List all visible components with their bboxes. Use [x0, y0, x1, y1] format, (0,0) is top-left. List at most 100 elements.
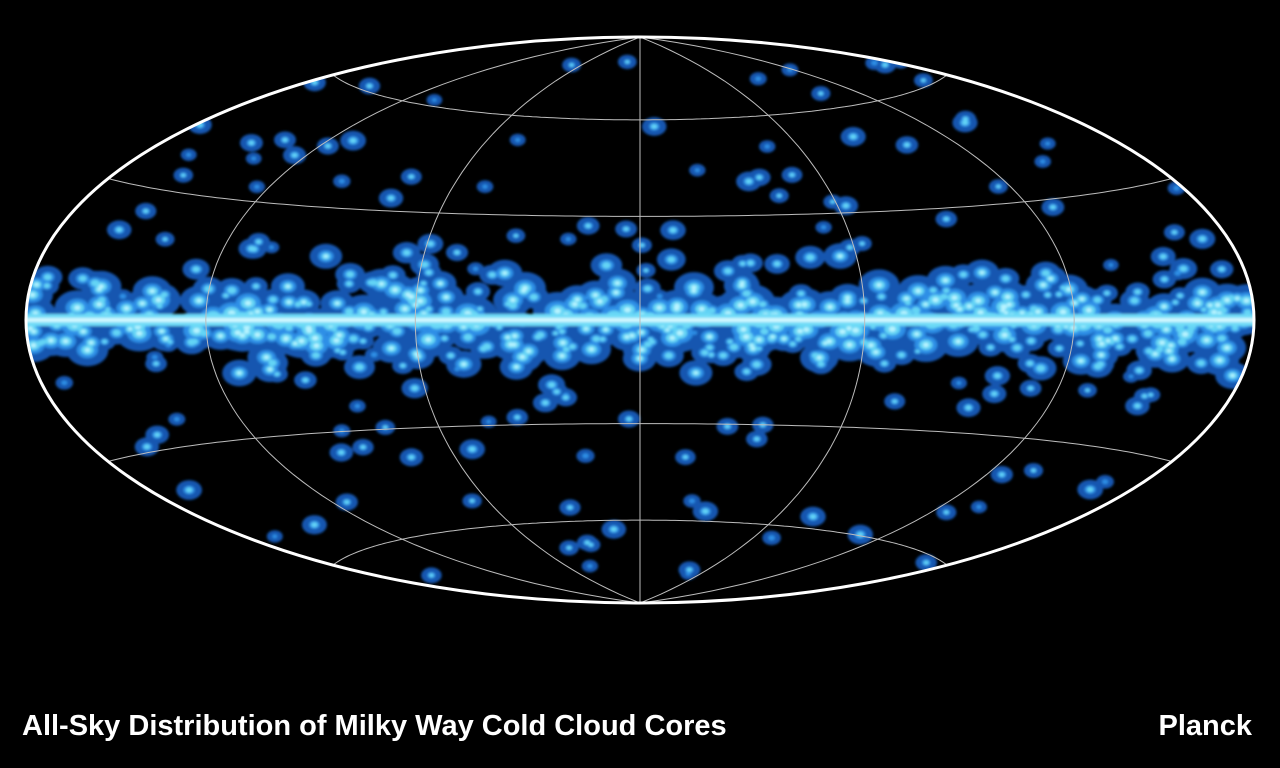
cloud-core: [285, 284, 290, 288]
cloud-core: [1174, 270, 1181, 276]
cloud-core: [354, 404, 361, 409]
cloud-core: [285, 324, 293, 331]
cloud-core: [151, 355, 158, 360]
cloud-core: [1143, 330, 1153, 337]
cloud-core: [349, 138, 357, 144]
cloud-core: [683, 455, 688, 459]
cloud-core: [795, 336, 802, 342]
cloud-core: [745, 179, 752, 184]
cloud-core: [1130, 297, 1139, 304]
cloud-core: [882, 62, 888, 67]
cloud-core: [624, 307, 631, 313]
cloud-core: [1116, 344, 1123, 349]
cloud-core: [1045, 292, 1051, 297]
cloud-core: [592, 336, 600, 342]
cloud-core: [1175, 325, 1184, 332]
cloud-core: [847, 245, 853, 250]
cloud-core: [1197, 360, 1205, 366]
cloud-core: [1041, 283, 1046, 287]
cloud-core: [313, 343, 320, 349]
cloud-core: [589, 347, 594, 352]
cloud-core: [816, 355, 822, 360]
cloud-core: [185, 487, 193, 493]
cloud-core: [960, 271, 967, 278]
cloud-core: [323, 254, 328, 258]
cloud-core: [1045, 141, 1051, 146]
cloud-core: [827, 304, 833, 309]
cloud-core: [1163, 327, 1169, 332]
cloud-core: [274, 372, 280, 376]
cloud-core: [360, 339, 366, 343]
cloud-core: [915, 349, 920, 353]
cloud-core: [977, 310, 984, 315]
cloud-core: [961, 120, 969, 126]
cloud-core: [432, 98, 437, 102]
cloud-core: [698, 306, 705, 312]
cloud-core: [1004, 311, 1008, 315]
cloud-core: [750, 346, 756, 351]
cloud-core: [1078, 359, 1084, 363]
cloud-core: [447, 353, 454, 358]
cloud-core: [427, 241, 434, 247]
cloud-core: [89, 341, 94, 345]
cloud-core: [542, 400, 549, 406]
cloud-core: [346, 271, 354, 278]
cloud-core: [603, 328, 608, 331]
cloud-core: [613, 290, 619, 295]
cloud-core: [282, 137, 288, 142]
cloud-core: [505, 301, 511, 307]
cloud-core: [702, 508, 709, 514]
cloud-core: [1194, 297, 1201, 303]
cloud-core: [444, 295, 449, 299]
cloud-core: [123, 306, 130, 311]
cloud-core: [584, 327, 589, 331]
cloud-core: [360, 445, 366, 450]
cloud-core: [915, 288, 921, 293]
cloud-core: [842, 203, 849, 208]
cloud-core: [349, 335, 358, 342]
cloud-core: [97, 287, 102, 291]
cloud-core: [742, 290, 751, 297]
cloud-core: [470, 499, 475, 503]
cloud-core: [61, 380, 68, 386]
cloud-core: [691, 289, 696, 293]
cloud-core: [1231, 325, 1239, 331]
cloud-core: [268, 359, 277, 367]
cloud-core: [898, 352, 905, 358]
cloud-core: [1113, 336, 1118, 341]
cloud-core: [163, 237, 168, 241]
cloud-core: [264, 355, 269, 360]
cloud-core: [706, 345, 713, 350]
cloud-core: [1035, 309, 1041, 314]
cloud-core: [1161, 277, 1168, 282]
cloud-core: [335, 348, 341, 353]
cloud-core: [383, 425, 388, 429]
cloud-core: [1199, 236, 1206, 242]
cloud-core: [81, 329, 86, 334]
cloud-core: [306, 301, 312, 306]
cloud-core: [338, 178, 345, 184]
cloud-core: [43, 283, 50, 289]
cloud-core: [754, 437, 760, 441]
cloud-core: [1087, 487, 1094, 492]
cloud-core: [987, 345, 994, 350]
cloud-core: [694, 168, 700, 173]
cloud-core: [505, 335, 510, 339]
cloud-core: [1211, 310, 1217, 315]
cloud-core: [756, 346, 762, 351]
cloud-core: [1006, 302, 1012, 307]
cloud-core: [809, 514, 817, 520]
cloud-core: [623, 227, 629, 231]
cloud-core: [438, 282, 443, 285]
cloud-core: [140, 301, 145, 306]
cloud-core: [789, 341, 796, 347]
cloud-core: [234, 330, 241, 336]
cloud-core: [1059, 309, 1067, 315]
cloud-core: [128, 327, 133, 331]
cloud-core: [31, 329, 36, 334]
cloud-core: [1168, 343, 1174, 348]
cloud-core: [400, 363, 406, 368]
cloud-core: [335, 301, 340, 305]
cloud-core: [105, 307, 111, 312]
cloud-core: [420, 261, 429, 268]
